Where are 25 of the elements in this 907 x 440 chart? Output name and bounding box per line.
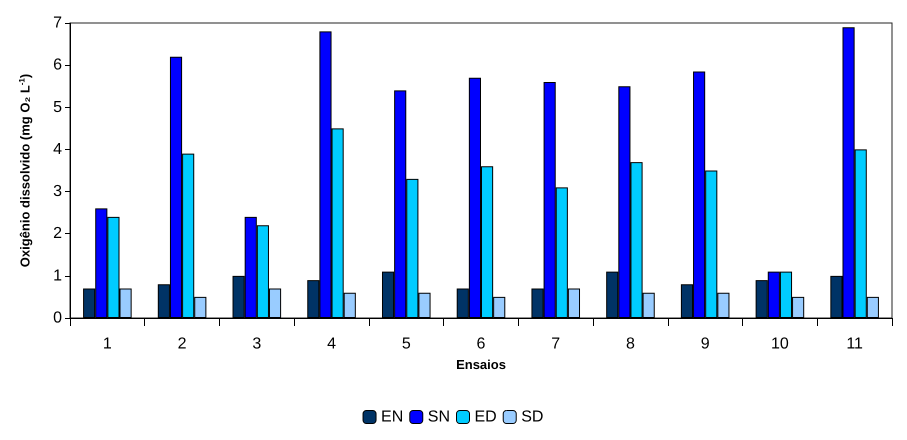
x-tick-label: 9: [700, 336, 710, 352]
x-tick-label: 7: [551, 336, 560, 352]
x-tick-label: 11: [846, 336, 864, 352]
y-axis-title: Oxigênio dissolvido (mg O₂ L-1): [18, 74, 32, 268]
x-tick-label: 5: [402, 336, 411, 352]
y-tick-label: 0: [53, 310, 62, 326]
x-tick-label: 1: [102, 336, 112, 352]
y-tick-label: 1: [53, 267, 62, 284]
x-tick-label: 2: [178, 336, 187, 352]
y-tick-label: 2: [53, 225, 62, 242]
y-tick-label: 7: [53, 14, 62, 32]
x-tick-label: 8: [626, 336, 635, 352]
legend-label: EN: [381, 408, 404, 426]
y-tick-label: 4: [53, 140, 62, 158]
x-axis-title: Ensaios: [456, 357, 506, 372]
x-tick-label: 4: [327, 336, 336, 352]
legend-label: SD: [521, 408, 544, 426]
y-tick-label: 6: [53, 56, 62, 74]
x-tick-label: 3: [252, 336, 262, 352]
legend-label: ED: [474, 408, 497, 426]
y-tick-label: 3: [53, 183, 62, 200]
x-tick-label: 6: [476, 336, 486, 352]
y-tick-label: 5: [53, 98, 62, 116]
x-tick-label: 10: [771, 336, 789, 352]
legend-label: SN: [428, 408, 450, 426]
